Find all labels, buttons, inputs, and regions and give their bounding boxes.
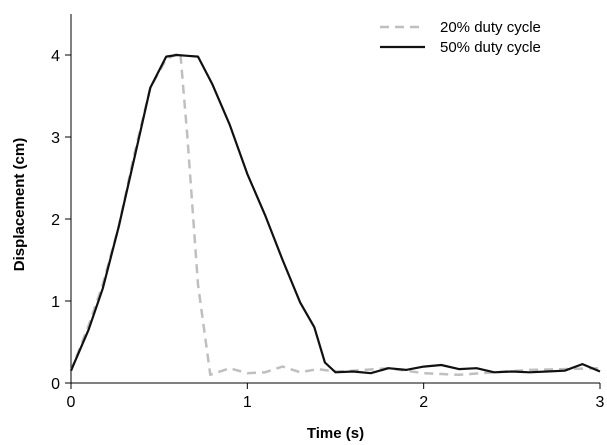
legend: 20% duty cycle 50% duty cycle — [380, 19, 541, 56]
x-tick-label: 2 — [419, 394, 428, 411]
y-tick-label: 2 — [51, 212, 60, 229]
y-axis-title: Displacement (cm) — [11, 138, 28, 271]
series-line-2 — [69, 53, 601, 375]
axes: 0 1 2 3 4 0 1 2 3 — [51, 14, 605, 411]
series-line-1 — [69, 51, 601, 377]
x-tick-label: 0 — [67, 394, 76, 411]
x-tick-label: 1 — [243, 394, 252, 411]
y-tick-label: 0 — [51, 376, 60, 393]
y-tick-label: 3 — [51, 130, 60, 147]
axis-titles: Time (s) Displacement (cm) — [11, 138, 364, 442]
x-tick-label: 3 — [596, 394, 605, 411]
y-tick-label: 4 — [51, 48, 60, 65]
x-axis-title: Time (s) — [307, 425, 364, 442]
legend-label-1: 20% duty cycle — [440, 19, 541, 36]
series-layer — [69, 51, 601, 377]
y-tick-label: 1 — [51, 294, 60, 311]
legend-label-2: 50% duty cycle — [440, 39, 541, 56]
